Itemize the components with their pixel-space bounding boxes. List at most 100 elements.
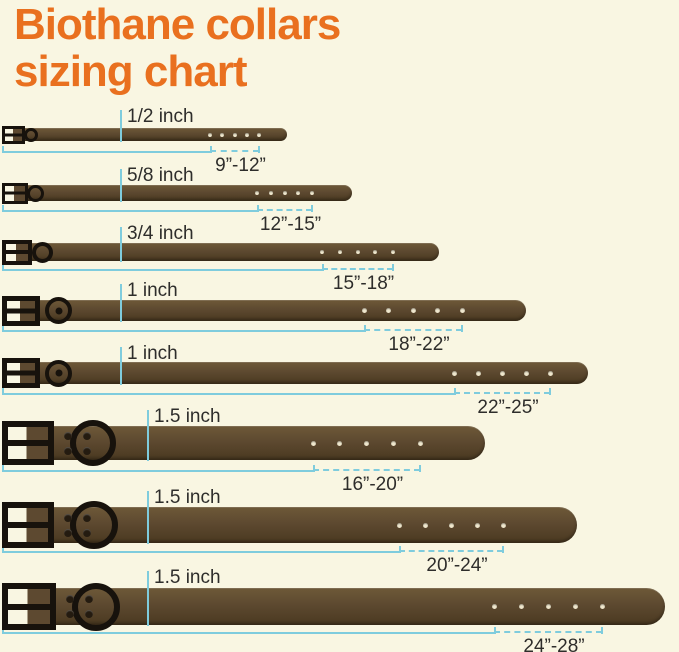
d-ring-icon bbox=[32, 241, 53, 263]
collar-strap bbox=[2, 426, 485, 460]
page-title-line2: sizing chart bbox=[14, 46, 248, 96]
size-range-label: 15”-18” bbox=[332, 273, 395, 294]
width-label: 1/2 inch bbox=[127, 106, 194, 127]
measure-tick bbox=[313, 465, 315, 472]
measure-line-solid bbox=[2, 269, 322, 271]
collar-hole bbox=[518, 604, 524, 609]
size-range-label: 24”-28” bbox=[523, 636, 585, 652]
collar-strap bbox=[2, 362, 588, 384]
measure-line-solid bbox=[2, 632, 494, 634]
collar-hole bbox=[364, 440, 369, 446]
width-tick-line bbox=[120, 110, 122, 142]
collar-hole bbox=[208, 132, 212, 137]
rivet-icon bbox=[84, 610, 93, 618]
collar-holes bbox=[208, 132, 261, 137]
buckle-icon bbox=[2, 125, 25, 144]
collar-hole bbox=[547, 370, 553, 376]
measure-tick bbox=[399, 546, 401, 553]
collar-hole bbox=[572, 604, 578, 609]
collar-hole bbox=[268, 191, 273, 195]
width-label: 1 inch bbox=[127, 343, 178, 364]
collar-holes bbox=[255, 191, 314, 195]
collar-hole bbox=[355, 250, 360, 254]
collar-strap bbox=[2, 128, 287, 141]
rivet-icon bbox=[63, 446, 72, 455]
collar-hole bbox=[474, 522, 480, 528]
size-range-label: 12”-15” bbox=[259, 214, 322, 235]
collar-hole bbox=[499, 370, 505, 376]
measure-line-dashed bbox=[399, 550, 503, 552]
collar-hole bbox=[500, 522, 506, 528]
width-tick-line bbox=[147, 491, 149, 544]
measure-line-solid bbox=[2, 151, 210, 153]
collar-hole bbox=[255, 191, 259, 195]
collar-hole bbox=[282, 191, 287, 195]
rivet-icon bbox=[65, 595, 74, 603]
measure-tick bbox=[364, 325, 366, 332]
measure-tick bbox=[2, 627, 4, 634]
measure-line-dashed bbox=[454, 392, 550, 394]
size-range-label: 20”-24” bbox=[426, 555, 488, 576]
collar-hole bbox=[296, 191, 301, 195]
collar-hole bbox=[310, 440, 316, 446]
collar-hole bbox=[390, 440, 396, 446]
measure-tick bbox=[258, 146, 260, 153]
collar-strap bbox=[2, 300, 526, 321]
collar-hole bbox=[475, 370, 481, 376]
width-label: 1.5 inch bbox=[154, 406, 221, 427]
d-ring-icon bbox=[45, 297, 72, 324]
size-range-label: 16”-20” bbox=[341, 474, 404, 495]
width-tick-line bbox=[147, 571, 149, 626]
measure-tick bbox=[419, 465, 421, 472]
size-range-label: 22”-25” bbox=[477, 397, 539, 418]
page-title-line1: Biothane collars bbox=[14, 0, 341, 49]
collar-strap bbox=[2, 507, 577, 543]
d-ring-icon bbox=[70, 501, 118, 549]
collar-hole bbox=[373, 250, 378, 254]
rivet-icon bbox=[82, 513, 91, 522]
collar-hole bbox=[396, 522, 402, 528]
collar-hole bbox=[435, 308, 440, 313]
measure-line-solid bbox=[2, 210, 257, 212]
rivet-icon bbox=[63, 431, 72, 440]
collar-strap bbox=[2, 185, 352, 201]
collar-hole bbox=[448, 522, 454, 528]
collar-hole bbox=[417, 440, 423, 446]
rivet-icon bbox=[82, 528, 91, 537]
buckle-icon bbox=[2, 583, 56, 630]
collar-hole bbox=[523, 370, 529, 376]
rivet-icon bbox=[63, 513, 72, 522]
measure-tick bbox=[2, 325, 4, 332]
measure-tick bbox=[502, 546, 504, 553]
width-label: 5/8 inch bbox=[127, 165, 194, 186]
buckle-icon bbox=[2, 239, 32, 265]
collar-hole bbox=[491, 604, 497, 609]
measure-line-dashed bbox=[313, 469, 420, 471]
d-ring-icon bbox=[70, 420, 116, 466]
collar-hole bbox=[451, 370, 457, 376]
collar-hole bbox=[599, 604, 605, 609]
measure-tick bbox=[2, 388, 4, 395]
rivet-icon bbox=[65, 610, 74, 618]
collar-holes bbox=[491, 604, 605, 609]
measure-tick bbox=[257, 205, 259, 212]
collar-hole bbox=[232, 132, 237, 137]
collar-holes bbox=[396, 522, 506, 528]
width-label: 1.5 inch bbox=[154, 567, 221, 588]
collar-hole bbox=[337, 250, 342, 254]
collar-hole bbox=[257, 132, 261, 137]
width-tick-line bbox=[120, 284, 122, 322]
rivets bbox=[58, 428, 96, 458]
collar-hole bbox=[386, 308, 391, 313]
measure-tick bbox=[2, 264, 4, 271]
width-label: 1 inch bbox=[127, 280, 178, 301]
buckle-icon bbox=[2, 502, 54, 548]
size-range-label: 9”-12” bbox=[215, 155, 266, 176]
collar-hole bbox=[545, 604, 551, 609]
